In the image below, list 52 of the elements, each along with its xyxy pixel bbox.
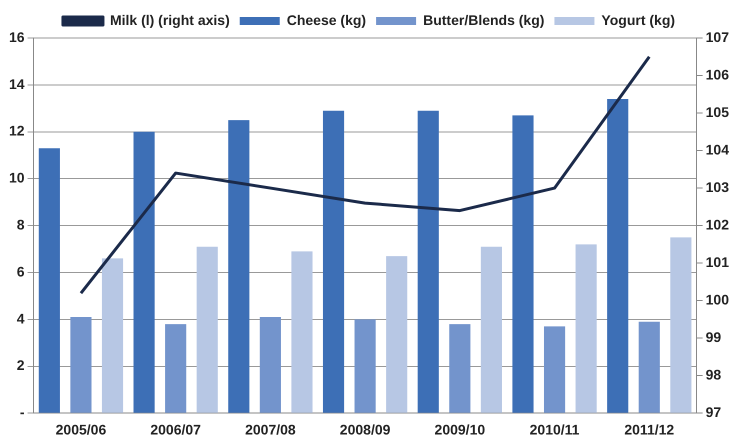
y2-tick-label: 105: [706, 104, 730, 120]
bar: [134, 132, 155, 413]
bar: [386, 256, 408, 413]
y-tick-label: 14: [8, 76, 25, 92]
legend-label: Milk (l) (right axis): [110, 12, 230, 28]
bar: [196, 246, 218, 413]
y2-tick-label: 107: [706, 28, 730, 45]
y-tick-label: 10: [8, 170, 25, 186]
y2-tick-label: 98: [706, 366, 722, 383]
y2-tick-label: 104: [706, 141, 730, 158]
y2-tick-label: 97: [706, 404, 722, 420]
bar: [291, 251, 313, 413]
x-tick-label: 2010/11: [530, 421, 580, 438]
y2-tick-label: 106: [706, 66, 730, 82]
bar: [449, 324, 470, 413]
bar: [260, 317, 281, 413]
bar: [70, 317, 92, 413]
x-tick-label: 2009/10: [434, 421, 486, 438]
legend-label: Butter/Blends (kg): [423, 12, 544, 28]
bar: [576, 244, 597, 413]
bar: [102, 258, 124, 413]
bar: [418, 110, 439, 413]
y2-tick-label: 103: [706, 178, 730, 195]
bar: [544, 326, 566, 413]
bar: [607, 98, 628, 413]
bar: [670, 237, 692, 413]
x-tick-label: 2005/06: [56, 421, 106, 438]
y-tick-label: 8: [16, 216, 25, 232]
x-tick-label: 2007/08: [245, 421, 296, 438]
bar: [38, 148, 60, 413]
bar: [322, 110, 344, 413]
y-tick-label: 2: [16, 357, 25, 374]
y2-tick-label: 101: [706, 254, 730, 270]
y-tick-label: 6: [16, 263, 25, 280]
x-tick-label: 2008/09: [340, 421, 391, 438]
y2-tick-label: 100: [706, 292, 730, 308]
y-tick-label: 16: [8, 28, 25, 45]
x-tick-label: 2011/12: [624, 421, 674, 438]
bar: [228, 120, 250, 413]
bar: [638, 322, 660, 413]
bar: [165, 324, 186, 413]
legend-label: Cheese (kg): [286, 12, 366, 28]
y-tick-label: 4: [16, 310, 25, 326]
bar: [354, 319, 376, 413]
y-tick-label: -: [20, 404, 25, 420]
bar: [480, 246, 502, 413]
x-tick-label: 2006/07: [150, 421, 202, 438]
y-tick-label: 12: [8, 122, 25, 139]
legend-label: Yogurt (kg): [601, 12, 676, 28]
y2-tick-label: 102: [706, 216, 730, 232]
bar: [512, 115, 534, 413]
y2-tick-label: 99: [706, 329, 722, 346]
